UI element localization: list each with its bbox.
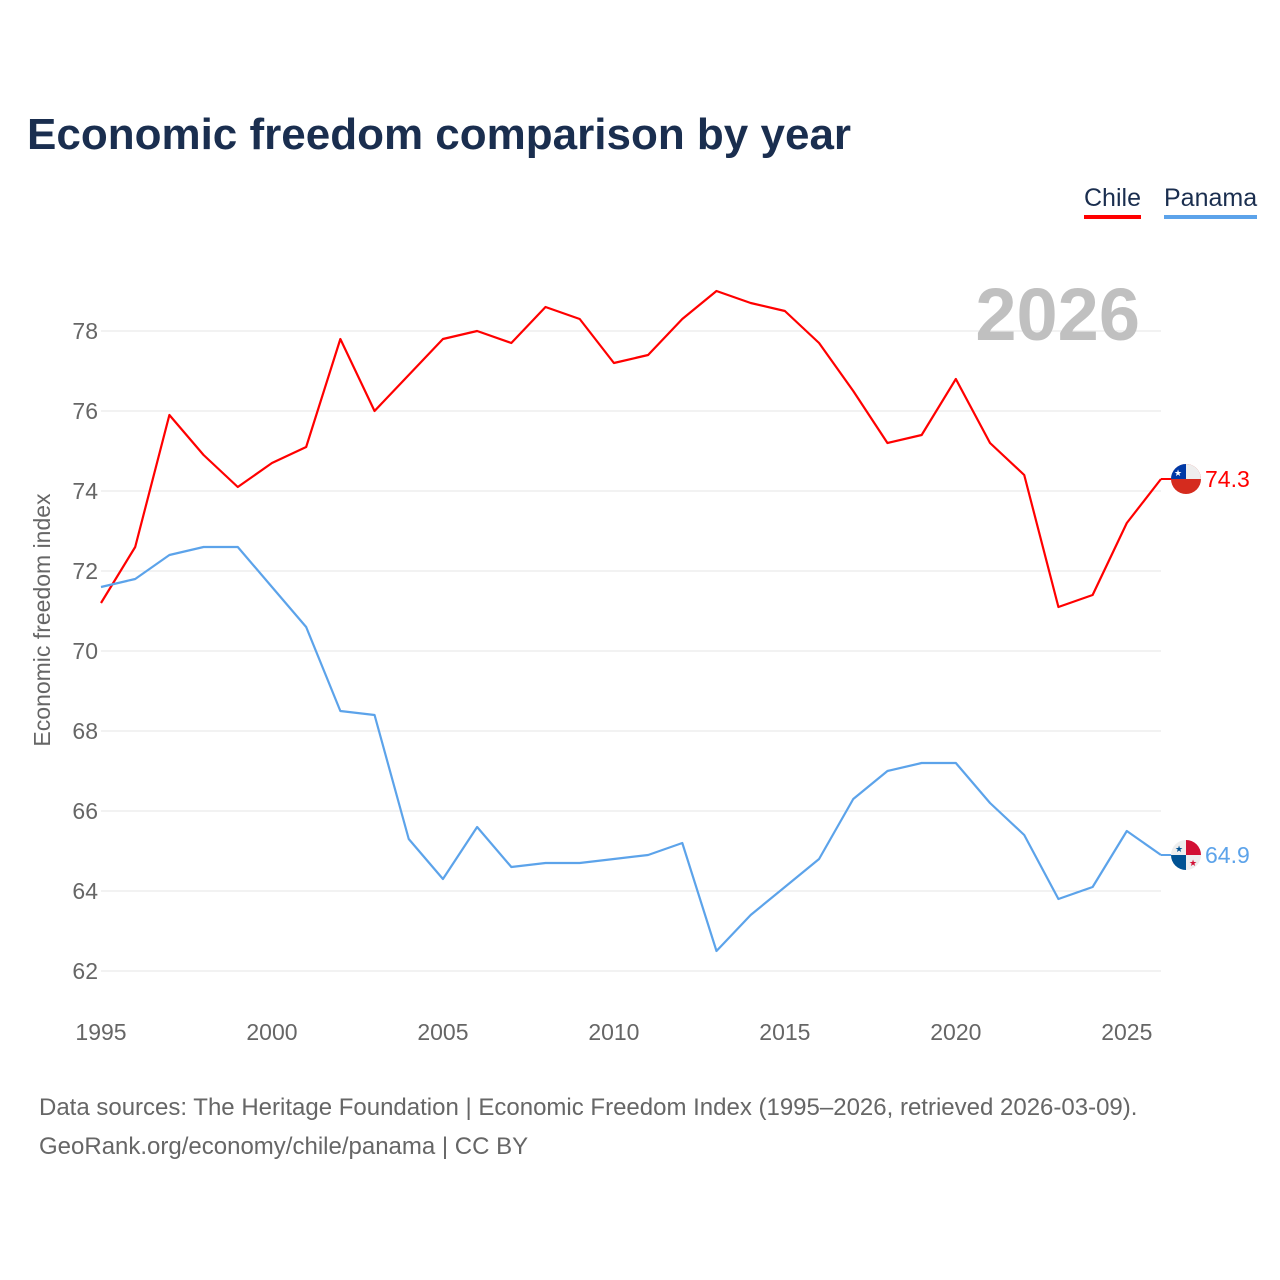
chart-title: Economic freedom comparison by year [27, 110, 852, 159]
y-tick-label: 70 [72, 638, 98, 664]
legend-item-panama[interactable]: Panama [1164, 184, 1258, 219]
x-tick-label: 2000 [246, 1019, 297, 1045]
grid: 62 64 66 68 70 72 74 76 78 1995 2000 2005 2010 2015 20… [72, 318, 1161, 1045]
x-tick-label: 2010 [588, 1019, 639, 1045]
star-icon: ★ [1189, 858, 1197, 868]
x-tick-label: 2025 [1101, 1019, 1152, 1045]
y-tick-label: 72 [72, 558, 98, 584]
series-line-panama [100, 545, 1162, 953]
panama-flag-icon: ★★ [1171, 840, 1201, 870]
flag-red [1186, 840, 1201, 855]
footer: Data sources: The Heritage Foundation | … [39, 1088, 1137, 1166]
y-tick-label: 76 [72, 398, 98, 424]
footer-credit: GeoRank.org/economy/chile/panama | CC BY [39, 1133, 529, 1160]
chile-flag-icon: ★ [1171, 464, 1201, 494]
y-tick-label: 74 [72, 478, 98, 504]
star-icon: ★ [1174, 468, 1182, 478]
end-value-label: 64.9 [1205, 842, 1250, 868]
x-tick-label: 2015 [759, 1019, 810, 1045]
footer-sources: Data sources: The Heritage Foundation | … [39, 1094, 1138, 1121]
x-tick-label: 2020 [930, 1019, 981, 1045]
y-tick-label: 62 [72, 958, 98, 984]
y-axis-label: Economic freedom index [29, 493, 55, 747]
y-tick-label: 68 [72, 718, 98, 744]
x-tick-label: 1995 [75, 1019, 126, 1045]
x-tick-label: 2005 [417, 1019, 468, 1045]
end-value-label: 74.3 [1205, 466, 1250, 492]
series-line-chile [100, 289, 1162, 609]
legend-item-chile[interactable]: Chile [1084, 184, 1141, 219]
star-icon: ★ [1175, 844, 1183, 854]
y-tick-label: 64 [72, 878, 98, 904]
flag-blue [1171, 855, 1186, 870]
year-watermark: 2026 [975, 273, 1140, 356]
y-tick-label: 66 [72, 798, 98, 824]
flag-blue [1171, 464, 1186, 479]
y-tick-label: 78 [72, 318, 98, 344]
